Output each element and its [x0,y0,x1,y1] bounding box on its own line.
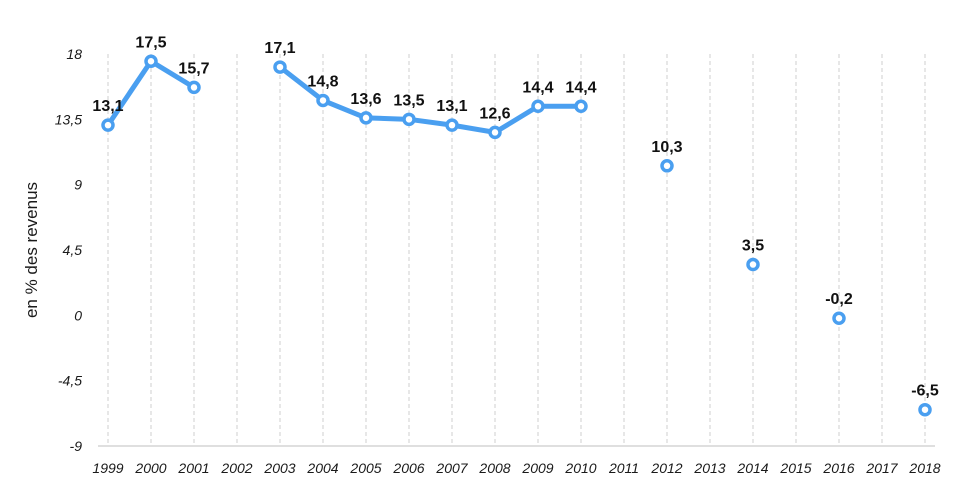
x-tick-label: 2013 [693,460,725,476]
data-point-2016 [832,311,846,325]
x-tick-label: 2015 [779,460,811,476]
data-point-2007 [445,118,459,132]
series-points [101,54,932,417]
x-tick-label: 2017 [865,460,898,476]
data-point-2003 [273,60,287,74]
data-label-2010: 14,4 [565,79,596,96]
x-tick-label: 2005 [349,460,381,476]
data-point-2018 [918,402,932,417]
y-tick-label: -4,5 [58,373,82,389]
data-point-2000 [144,54,158,69]
data-label-2004: 14,8 [307,73,338,90]
data-label-2016: -0,2 [825,291,853,308]
data-label-2009: 14,4 [522,79,553,96]
x-tick-label: 2003 [263,460,295,476]
x-tick-label: 2011 [608,460,639,476]
data-label-1999: 13,1 [92,98,123,115]
data-labels: 13,1 17,5 15,7 17,1 14,8 13,6 13,5 13,1 12,6 14,4… [92,34,938,399]
data-point-2009 [531,99,545,114]
x-tick-label: 2014 [736,460,768,476]
data-label-2008: 12,6 [479,105,510,122]
data-point-2008 [488,125,502,140]
y-tick-label: 13,5 [55,111,82,127]
y-tick-label: 9 [74,177,82,193]
data-point-2014 [746,257,760,272]
y-tick-label: 18 [66,46,82,62]
x-tick-label: 2004 [306,460,338,476]
y-tick-label: 0 [74,307,82,323]
series-line-segment [277,64,584,135]
x-tick-label: 2012 [650,460,682,476]
data-label-2003: 17,1 [264,40,295,57]
y-tick-label: 4,5 [63,242,83,258]
x-tick-label: 2010 [564,460,596,476]
data-point-2006 [402,112,416,127]
x-tick-label: 2007 [435,460,468,476]
data-point-2010 [574,99,588,114]
data-label-2001: 15,7 [178,60,209,77]
x-tick-label: 2000 [134,460,166,476]
data-label-2018: -6,5 [911,383,939,400]
data-point-1999 [101,118,115,132]
y-axis-ticks: 18 13,5 9 4,5 0 -4,5 -9 [55,46,82,454]
y-tick-label: -9 [70,438,83,454]
data-point-2012 [660,159,674,173]
data-point-2001 [187,80,201,95]
data-point-2004 [316,93,330,108]
data-label-2012: 10,3 [651,139,682,156]
data-label-2014: 3,5 [742,238,764,255]
y-axis-label: en % des revenus [22,182,41,318]
x-tick-label: 2002 [220,460,252,476]
x-axis-ticks: 1999 2000 2001 2002 2003 2004 2005 2006 2007 2008… [92,460,940,476]
data-label-2007: 13,1 [436,98,467,115]
data-point-2005 [359,111,373,125]
x-tick-label: 2009 [521,460,553,476]
x-tick-label: 2016 [822,460,854,476]
data-label-2006: 13,5 [393,92,424,109]
x-tick-label: 2008 [478,460,510,476]
data-label-2000: 17,5 [135,34,166,51]
x-tick-label: 2006 [392,460,424,476]
data-label-2005: 13,6 [350,91,381,108]
x-tick-label: 1999 [92,460,123,476]
grid-lines [98,54,935,447]
x-tick-label: 2018 [908,460,940,476]
x-tick-label: 2001 [177,460,209,476]
